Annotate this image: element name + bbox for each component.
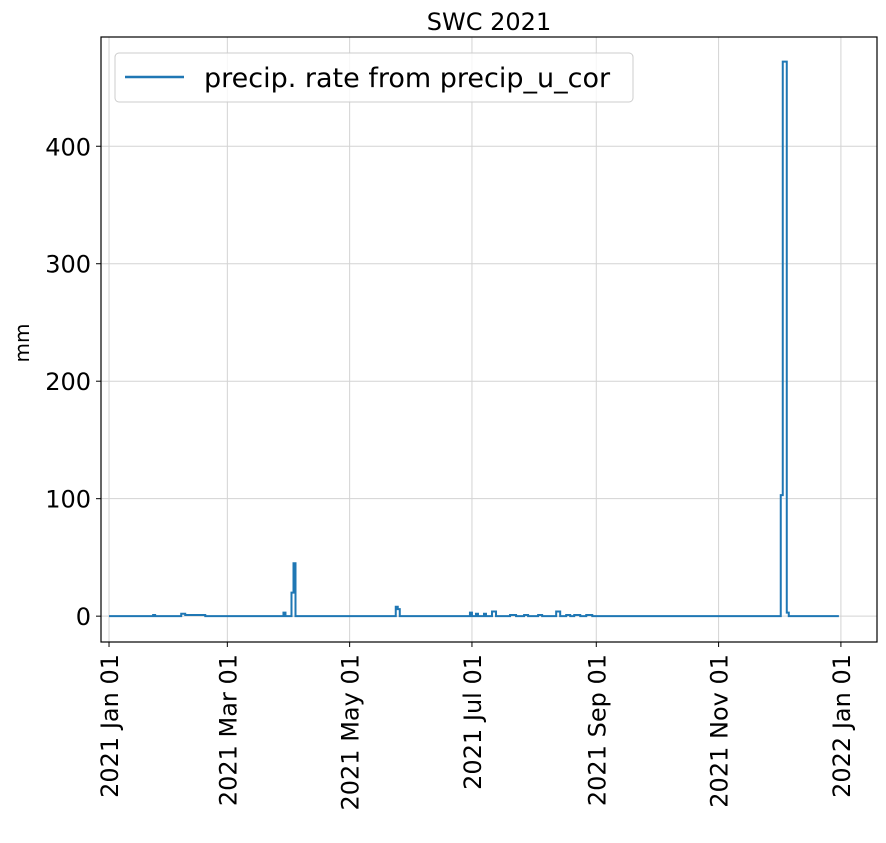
x-tick-label-6: 2022 Jan 01 <box>828 654 856 798</box>
x-tick-label-3: 2021 Jul 01 <box>459 654 487 790</box>
legend-label: precip. rate from precip_u_cor <box>204 63 611 94</box>
y-tick-label-2: 200 <box>45 368 91 396</box>
x-tick-label-2: 2021 May 01 <box>337 654 365 811</box>
x-tick-label-1: 2021 Mar 01 <box>214 654 242 806</box>
y-tick-label-1: 100 <box>45 486 91 514</box>
y-tick-label-0: 0 <box>76 603 91 631</box>
series-group <box>109 60 839 618</box>
x-axis: 2021 Jan 01 2021 Mar 01 2021 May 01 2021 Ju… <box>96 642 856 811</box>
series-line-0 <box>109 60 839 618</box>
y-axis-label: mm <box>10 324 34 363</box>
plot-frame <box>100 36 878 643</box>
y-tick-label-3: 300 <box>45 251 91 279</box>
chart-title: SWC 2021 <box>427 8 551 36</box>
y-axis: 0 100 200 300 400 <box>45 133 101 631</box>
x-tick-label-0: 2021 Jan 01 <box>96 654 124 798</box>
x-tick-label-4: 2021 Sep 01 <box>583 654 611 806</box>
grid <box>101 37 877 642</box>
legend: precip. rate from precip_u_cor <box>114 52 634 103</box>
y-tick-label-4: 400 <box>45 133 91 161</box>
x-tick-label-5: 2021 Nov 01 <box>706 654 734 808</box>
legend-box <box>114 52 634 103</box>
